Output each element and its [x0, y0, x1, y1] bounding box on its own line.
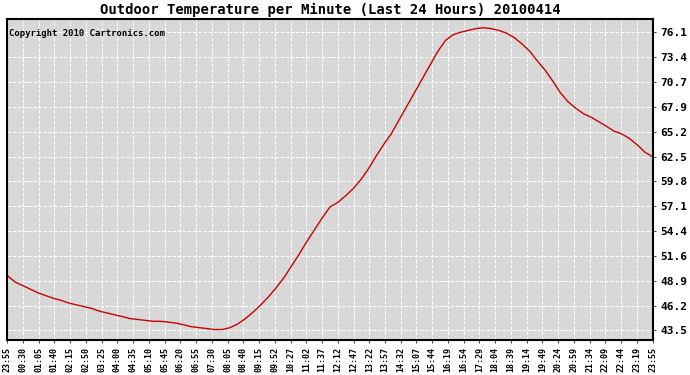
Text: Copyright 2010 Cartronics.com: Copyright 2010 Cartronics.com [9, 29, 165, 38]
Title: Outdoor Temperature per Minute (Last 24 Hours) 20100414: Outdoor Temperature per Minute (Last 24 … [99, 3, 560, 17]
